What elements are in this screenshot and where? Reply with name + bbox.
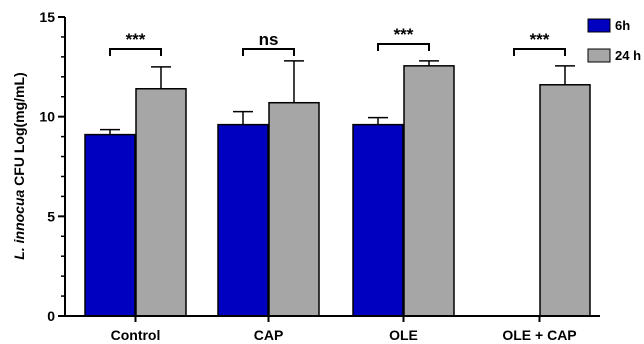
x-tick-label-0: Control — [111, 327, 161, 343]
bracket-1 — [242, 48, 295, 56]
legend-label-1: 24 h — [615, 48, 641, 63]
x-axis: Control CAP OLE OLE + CAP — [65, 315, 600, 343]
x-tick-label-3: OLE + CAP — [502, 327, 576, 343]
significance-label-3: *** — [530, 30, 550, 49]
y-tick-label-3: 15 — [39, 9, 55, 25]
x-tick-label-2: OLE — [389, 327, 418, 343]
y-tick-label-1: 5 — [47, 208, 55, 224]
error-bars — [100, 60, 575, 135]
bars — [84, 65, 591, 317]
y-tick-label-0: 0 — [47, 308, 55, 324]
significance-label-2: *** — [394, 25, 414, 44]
legend: 6h 24 h — [587, 18, 641, 63]
y-axis: 0 5 10 15 — [39, 9, 66, 324]
y-axis-label: L. innocua CFU Log(mg/mL) — [11, 72, 27, 259]
bar-0-0 — [84, 133, 136, 317]
significance-brackets: *** ns *** *** — [109, 25, 566, 56]
significance-label-0: *** — [126, 30, 146, 49]
y-axis-label-rest: CFU Log(mg/mL) — [11, 72, 27, 189]
y-tick-label-2: 10 — [39, 109, 55, 125]
y-axis-label-italic: L. innocua — [11, 189, 27, 259]
bracket-0 — [109, 48, 162, 56]
bar-1-0 — [135, 88, 187, 317]
x-tick-label-1: CAP — [254, 327, 284, 343]
legend-swatch-0 — [587, 18, 611, 33]
bracket-3 — [513, 48, 566, 56]
legend-label-0: 6h — [615, 18, 630, 33]
bar-0-1 — [217, 123, 269, 317]
significance-label-1: ns — [259, 30, 279, 49]
bar-1-1 — [268, 101, 320, 317]
bar-1-3 — [539, 84, 591, 317]
legend-swatch-1 — [587, 48, 611, 63]
bar-1-2 — [403, 65, 455, 317]
bar-0-2 — [352, 123, 404, 317]
bracket-2 — [377, 43, 430, 51]
